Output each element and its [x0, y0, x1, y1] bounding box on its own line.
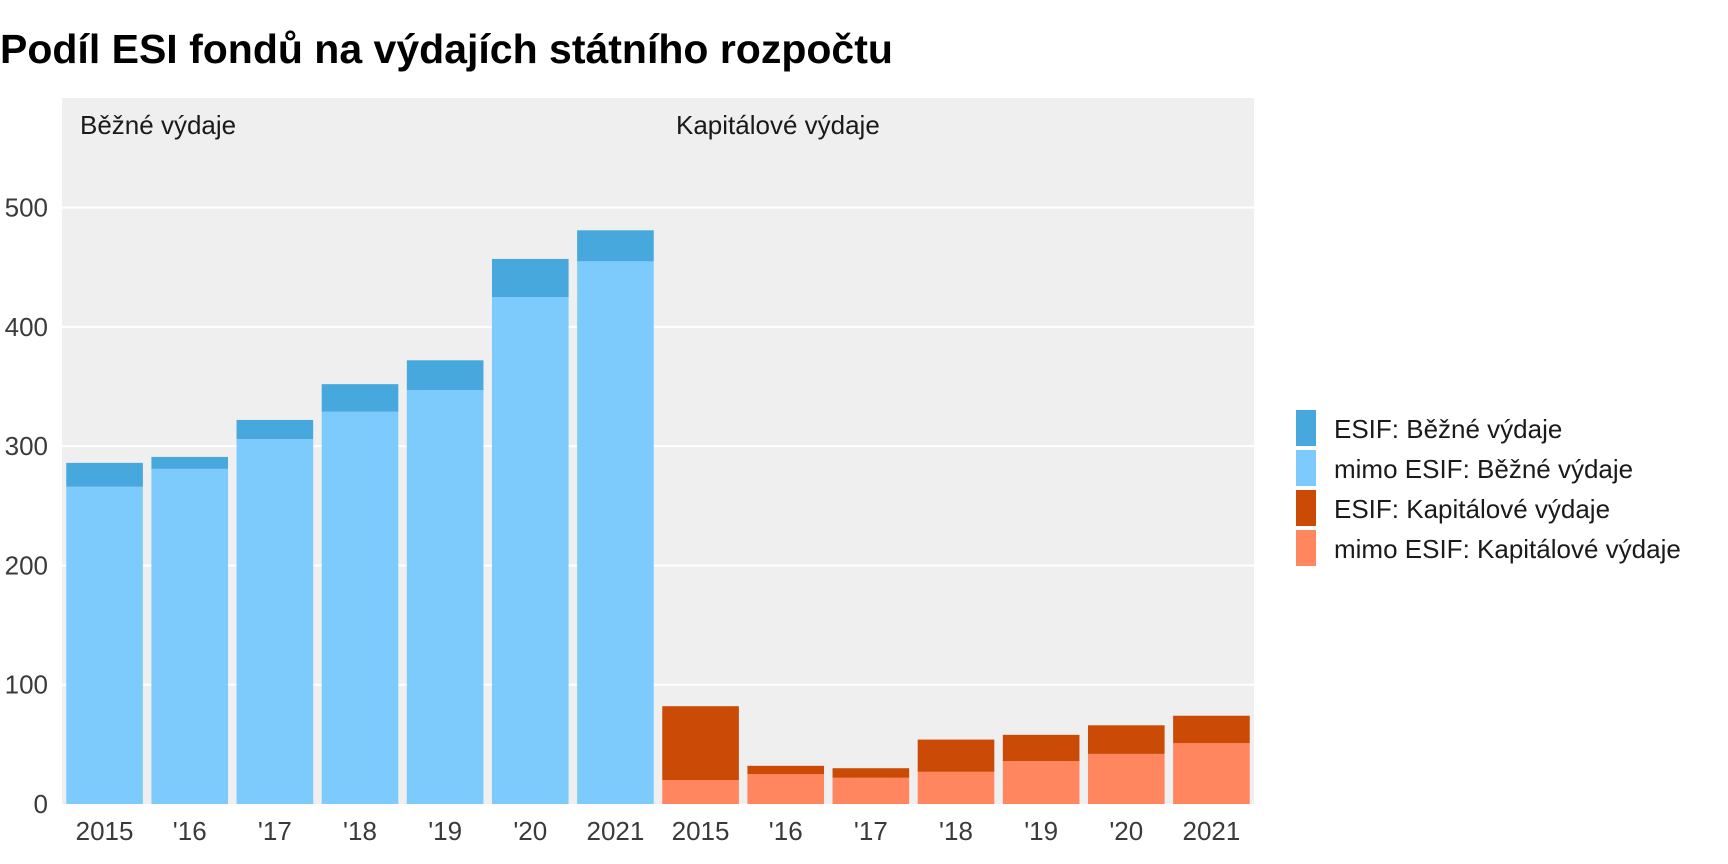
y-tick-label: 200: [5, 550, 48, 580]
bar-segment: [577, 230, 654, 262]
bar-segment: [662, 780, 739, 804]
bar-segment: [321, 384, 399, 412]
bar-segment: [1087, 725, 1165, 754]
legend-swatch: [1296, 530, 1316, 566]
x-tick-label: '19: [1024, 816, 1058, 846]
x-tick-label: '19: [428, 816, 462, 846]
bar-segment: [747, 774, 825, 804]
bar-segment: [662, 706, 739, 781]
x-tick-label: 2021: [587, 816, 645, 846]
legend-label: ESIF: Běžné výdaje: [1334, 414, 1562, 444]
bar-segment: [832, 777, 910, 804]
bar-segment: [406, 360, 484, 391]
x-tick-label: 2015: [672, 816, 730, 846]
panel: Běžné výdaje 2015 '16 '17 '18 '19 '20 2021: [62, 98, 658, 846]
x-tick-label: '20: [513, 816, 547, 846]
legend-label: mimo ESIF: Kapitálové výdaje: [1334, 534, 1681, 564]
bar-segment: [1002, 761, 1080, 804]
bar-segment: [1087, 753, 1165, 804]
legend-label: ESIF: Kapitálové výdaje: [1334, 494, 1610, 524]
bar-segment: [236, 439, 314, 804]
y-tick-label: 100: [5, 670, 48, 700]
bar-segment: [917, 739, 995, 772]
y-tick-label: 300: [5, 431, 48, 461]
bar-segment: [406, 390, 484, 804]
legend-swatch: [1296, 490, 1316, 526]
x-tick-label: '17: [258, 816, 292, 846]
x-tick-label: '18: [343, 816, 377, 846]
legend: ESIF: Běžné výdaje mimo ESIF: Běžné výdaj…: [1296, 410, 1681, 566]
x-tick-label: '18: [939, 816, 973, 846]
panel-background: [658, 98, 1254, 804]
panel: Kapitálové výdaje 2015 '16 '17 '18 '19 '20 2021: [658, 98, 1254, 846]
x-tick-label: '20: [1109, 816, 1143, 846]
y-axis: 0 100 200 300 400 500: [5, 193, 48, 819]
bar-segment: [321, 411, 399, 804]
x-tick-label: '17: [854, 816, 888, 846]
bar-segment: [151, 456, 229, 469]
legend-label: mimo ESIF: Běžné výdaje: [1334, 454, 1633, 484]
bar-segment: [1173, 743, 1250, 804]
bar-segment: [66, 486, 143, 804]
panel-strip-label: Kapitálové výdaje: [676, 110, 880, 140]
bar-segment: [577, 261, 654, 804]
bar-segment: [747, 765, 825, 775]
x-tick-label: 2021: [1183, 816, 1241, 846]
bar-segment: [236, 419, 314, 440]
legend-swatch: [1296, 410, 1316, 446]
bar-segment: [491, 297, 569, 804]
bar-segment: [1173, 715, 1250, 744]
chart-title: Podíl ESI fondů na výdajích státního roz…: [0, 26, 893, 72]
bar-segment: [1002, 734, 1080, 762]
bar-segment: [491, 258, 569, 298]
x-tick-label: '16: [769, 816, 803, 846]
y-tick-label: 0: [34, 789, 48, 819]
panel-strip-label: Běžné výdaje: [80, 110, 236, 140]
x-tick-label: '16: [173, 816, 207, 846]
bar-segment: [66, 462, 143, 487]
y-tick-label: 500: [5, 193, 48, 223]
y-tick-label: 400: [5, 312, 48, 342]
bar-segment: [151, 468, 229, 804]
bar-segment: [832, 768, 910, 778]
x-tick-label: 2015: [76, 816, 134, 846]
legend-swatch: [1296, 450, 1316, 486]
bar-segment: [917, 771, 995, 804]
